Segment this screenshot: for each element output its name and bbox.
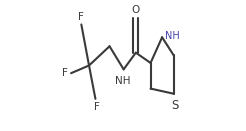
Text: F: F <box>62 68 68 78</box>
Text: O: O <box>132 6 140 15</box>
Text: NH: NH <box>165 31 180 41</box>
Text: F: F <box>94 102 100 112</box>
Text: S: S <box>171 99 179 112</box>
Text: NH: NH <box>115 76 130 86</box>
Text: F: F <box>78 12 84 22</box>
